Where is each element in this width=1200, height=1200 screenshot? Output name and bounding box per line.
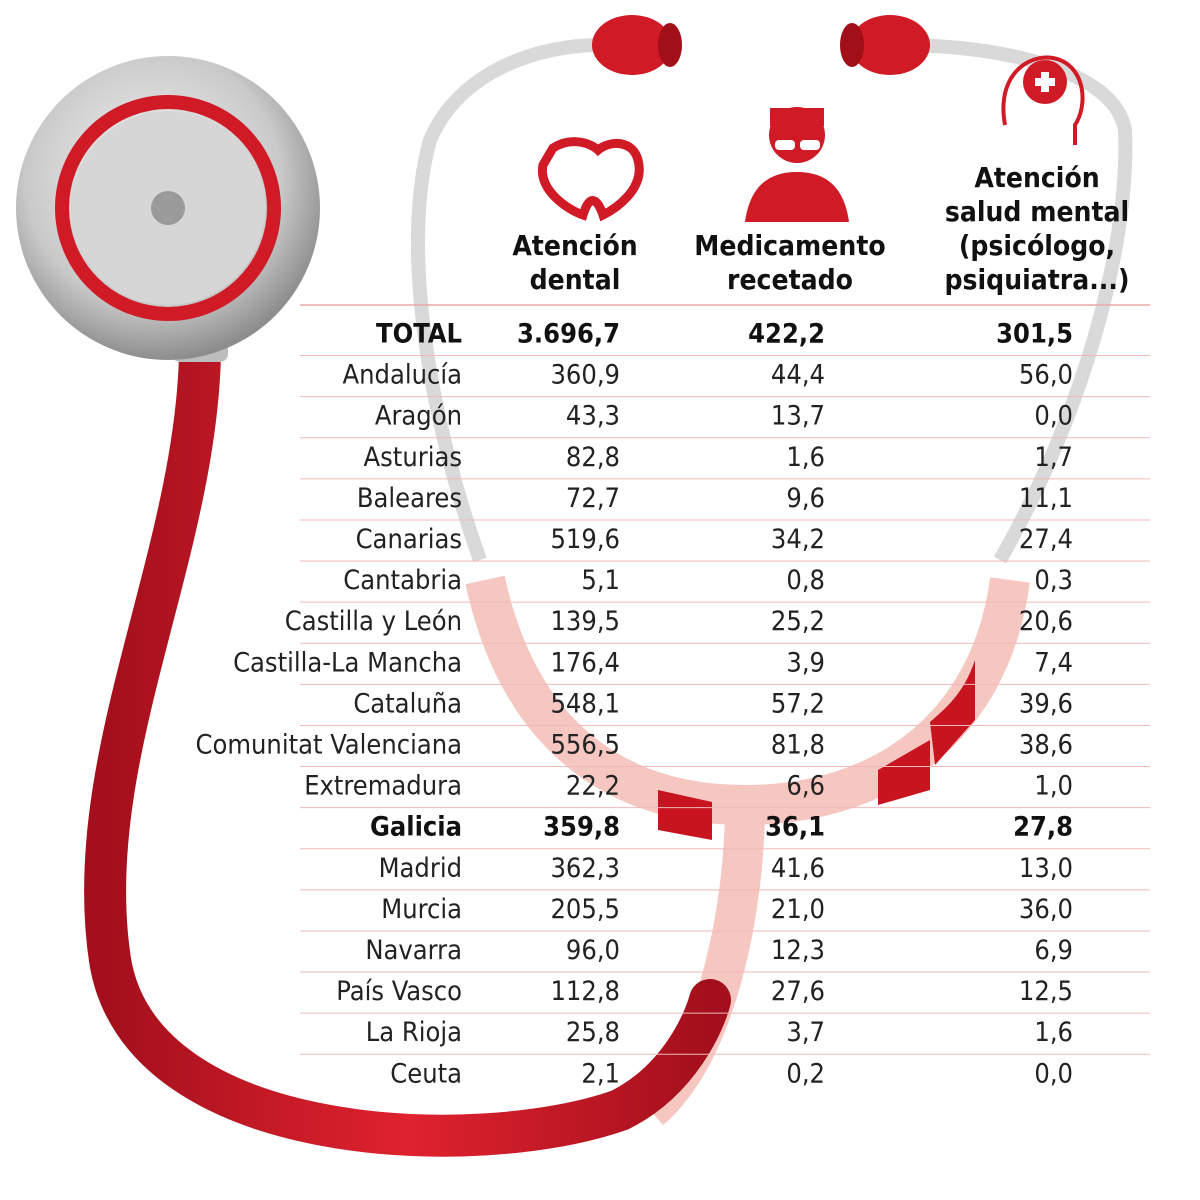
cell-value: 0,3 [1034,565,1073,596]
row-label: Castilla y León [285,606,462,637]
cell-value: 9,6 [786,483,825,514]
row-label: Castilla-La Mancha [233,647,462,678]
cell-value: 36,0 [1019,894,1073,925]
cell-value: 13,0 [1019,853,1073,884]
cell-value: 205,5 [550,894,620,925]
cell-value: 3,7 [786,1017,825,1048]
cell-value: 25,8 [566,1017,620,1048]
cell-value: 0,0 [1034,1058,1073,1089]
row-label: La Rioja [366,1017,462,1048]
cell-value: 43,3 [566,401,620,432]
row-label: Cataluña [353,688,462,719]
cell-value: 7,4 [1034,647,1073,678]
cell-value: 2,1 [581,1058,620,1089]
cell-value: 3,9 [786,647,825,678]
cell-value: 112,8 [550,976,620,1007]
cell-value: 81,8 [771,730,825,761]
cell-value: 362,3 [550,853,620,884]
cell-value: 0,8 [786,565,825,596]
cell-value: 11,1 [1019,483,1073,514]
cell-value: 0,2 [786,1058,825,1089]
cell-value: 39,6 [1019,688,1073,719]
row-label: Madrid [379,853,462,884]
column-header: Atención [974,161,1099,194]
cell-value: 422,2 [748,319,825,350]
column-header: recetado [727,263,853,296]
cell-value: 25,2 [771,606,825,637]
cell-value: 27,8 [1013,812,1073,843]
cell-value: 57,2 [771,688,825,719]
cell-value: 0,0 [1034,401,1073,432]
row-label: Andalucía [343,360,462,391]
cell-value: 41,6 [771,853,825,884]
stethoscope [16,15,1133,1157]
cell-value: 72,7 [566,483,620,514]
table: AtencióndentalMedicamentorecetadoAtenció… [196,161,1150,1089]
row-label: País Vasco [336,976,462,1007]
row-label: Ceuta [390,1058,462,1089]
cell-value: 360,9 [550,360,620,391]
cell-value: 34,2 [771,524,825,555]
cell-value: 12,5 [1019,976,1073,1007]
cell-value: 3.696,7 [517,319,620,350]
cell-value: 38,6 [1019,730,1073,761]
row-label: Baleares [357,483,462,514]
row-label: Aragón [375,401,462,432]
cell-value: 548,1 [550,688,620,719]
cell-value: 6,6 [786,771,825,802]
cell-value: 56,0 [1019,360,1073,391]
cell-value: 13,7 [771,401,825,432]
row-label: Extremadura [304,771,462,802]
row-label: Galicia [370,812,462,843]
cell-value: 5,1 [581,565,620,596]
cell-value: 1,6 [786,442,825,473]
row-label: Navarra [365,935,462,966]
cell-value: 22,2 [566,771,620,802]
column-header: (psicólogo, [959,229,1115,262]
row-label: Cantabria [343,565,462,596]
cell-value: 301,5 [996,319,1073,350]
cell-value: 1,6 [1034,1017,1073,1048]
cell-value: 44,4 [771,360,825,391]
cell-value: 20,6 [1019,606,1073,637]
cell-value: 359,8 [543,812,620,843]
icons [538,55,1085,222]
row-label: Asturias [364,442,462,473]
cell-value: 519,6 [550,524,620,555]
cell-value: 82,8 [566,442,620,473]
cell-value: 96,0 [566,935,620,966]
column-header: psiquiatra...) [945,263,1130,296]
cell-value: 1,7 [1034,442,1073,473]
cell-value: 139,5 [550,606,620,637]
row-label: Canarias [356,524,462,555]
cell-value: 27,6 [771,976,825,1007]
cell-value: 27,4 [1019,524,1073,555]
cell-value: 1,0 [1034,771,1073,802]
cell-value: 36,1 [765,812,825,843]
row-label: TOTAL [376,319,462,350]
cell-value: 12,3 [771,935,825,966]
column-header: Atención [512,229,637,262]
column-header: Medicamento [694,229,885,262]
column-header: salud mental [945,195,1129,228]
cell-value: 21,0 [771,894,825,925]
cell-value: 556,5 [550,730,620,761]
cell-value: 176,4 [550,647,620,678]
row-label: Murcia [381,894,462,925]
column-header: dental [530,263,621,296]
cell-value: 6,9 [1034,935,1073,966]
row-label: Comunitat Valenciana [196,730,462,761]
